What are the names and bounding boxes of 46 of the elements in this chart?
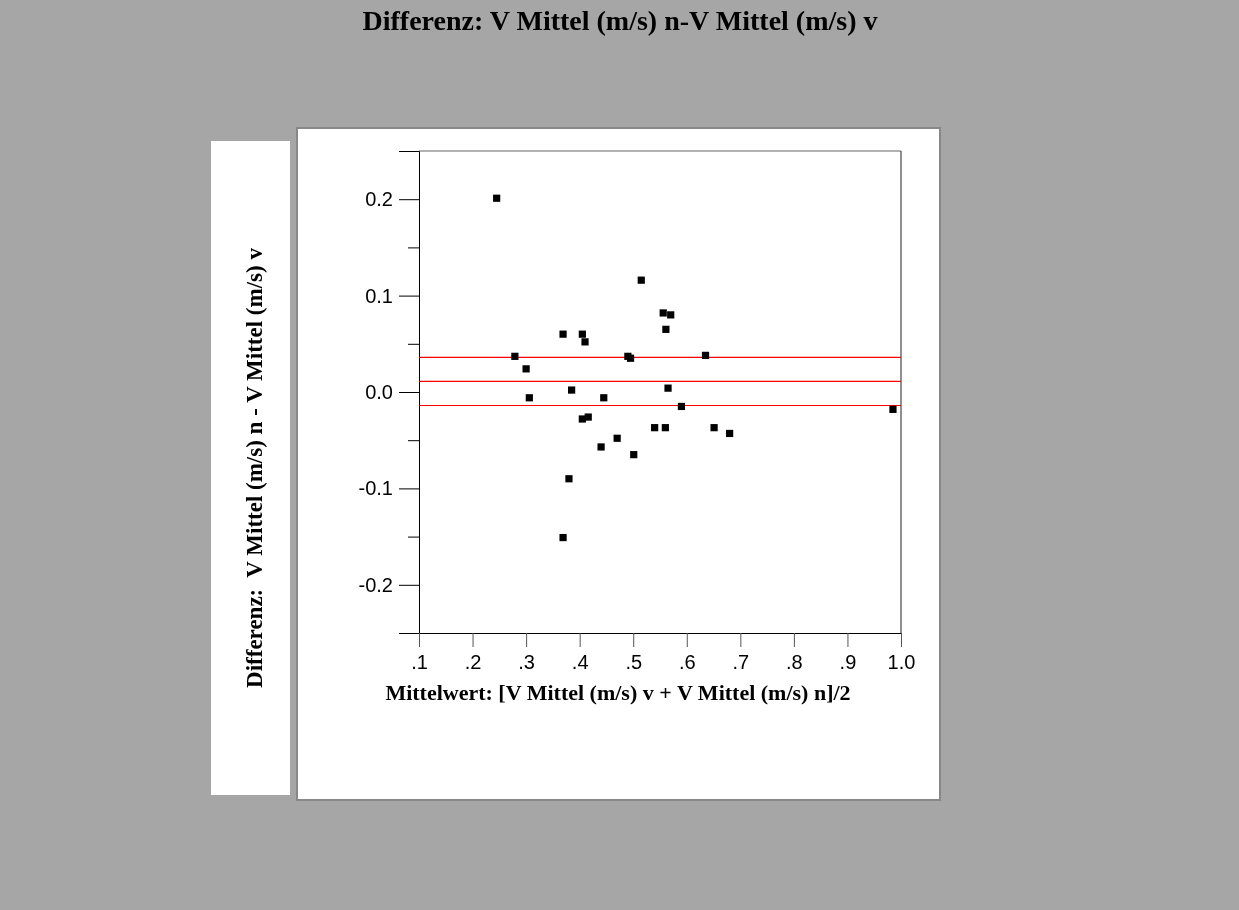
point — [630, 451, 638, 459]
point — [581, 338, 589, 346]
point — [701, 351, 710, 359]
point — [667, 311, 675, 319]
x-tick-label: .3 — [518, 651, 535, 674]
point — [677, 402, 686, 411]
x-tick-label: .5 — [625, 651, 643, 674]
point — [651, 424, 659, 432]
point — [511, 352, 519, 360]
x-tick-label: .1 — [411, 651, 428, 674]
y-tick-label: -0.1 — [358, 477, 393, 500]
point — [559, 533, 567, 542]
x-axis-title: Mittelwert: [V Mittel (m/s) v + V Mittel (m/s) n]/2 — [385, 680, 851, 705]
point — [578, 415, 586, 423]
point — [568, 386, 576, 394]
point — [637, 276, 645, 284]
point — [525, 394, 533, 402]
point — [600, 394, 608, 402]
point — [659, 309, 667, 317]
x-tick-label: .6 — [678, 651, 696, 674]
point — [584, 413, 592, 421]
x-tick-label: .4 — [571, 651, 589, 674]
point — [889, 405, 897, 413]
point — [726, 429, 734, 438]
point — [565, 475, 573, 483]
point — [613, 434, 621, 442]
point — [710, 424, 718, 432]
point — [661, 424, 669, 432]
y-tick-label: 0.0 — [365, 380, 393, 403]
y-tick-label: -0.2 — [358, 573, 393, 596]
y-tick-label: 0.1 — [365, 284, 393, 307]
y-axis-title: Differenz: V Mittel (m/s) n - V Mittel (m/s) v — [242, 247, 267, 688]
x-tick-label: .2 — [464, 651, 482, 674]
x-tick-label: 1.0 — [887, 651, 916, 674]
x-tick-label: .7 — [732, 651, 750, 674]
x-tick-label: .9 — [839, 651, 857, 674]
point — [578, 330, 586, 338]
point — [522, 365, 530, 373]
point — [662, 325, 670, 333]
point — [597, 443, 605, 451]
point — [559, 330, 567, 338]
chart-title: Differenz: V Mittel (m/s) n-V Mittel (m/s) v — [362, 5, 878, 36]
y-tick-label: 0.2 — [365, 188, 393, 211]
point — [493, 194, 501, 202]
x-tick-label: .8 — [786, 651, 803, 674]
point — [664, 384, 672, 392]
